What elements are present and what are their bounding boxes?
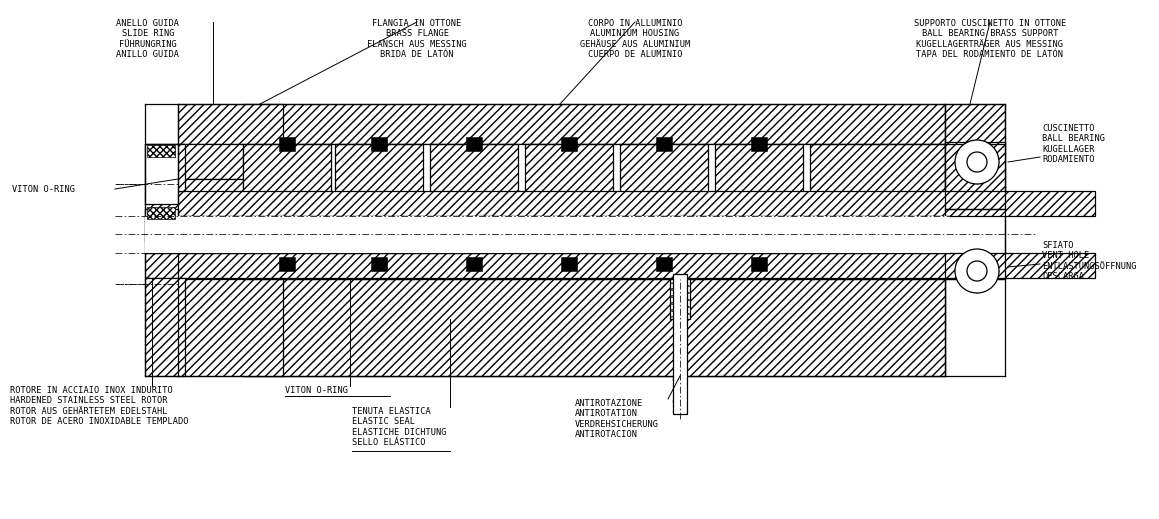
Bar: [178, 244, 243, 279]
Bar: [810, 144, 945, 209]
Bar: [525, 246, 613, 253]
Bar: [656, 257, 672, 271]
Bar: [145, 144, 178, 204]
Bar: [430, 214, 518, 279]
Bar: [178, 179, 243, 209]
Bar: [715, 144, 803, 209]
Circle shape: [967, 152, 987, 172]
Bar: [561, 137, 577, 151]
Bar: [751, 257, 767, 271]
Text: SUPPORTO CUSCINETTO IN OTTONE
BALL BEARING BRASS SUPPORT
KUGELLAGERTRÄGER AUS ME: SUPPORTO CUSCINETTO IN OTTONE BALL BEARI…: [914, 19, 1066, 59]
Bar: [430, 209, 518, 216]
Bar: [335, 246, 423, 253]
Text: VITON O-RING: VITON O-RING: [12, 184, 75, 194]
Bar: [525, 214, 613, 279]
Bar: [243, 206, 945, 376]
Bar: [147, 207, 175, 219]
Bar: [525, 144, 613, 209]
Bar: [620, 246, 708, 253]
Bar: [620, 144, 708, 209]
Bar: [430, 144, 518, 209]
Bar: [243, 144, 331, 209]
Text: ANTIROTAZIONE
ANTIROTATION
VERDREHSICHERUNG
ANTIROTACION: ANTIROTAZIONE ANTIROTATION VERDREHSICHER…: [575, 399, 659, 439]
Text: ANELLO GUIDA
SLIDE RING
FÜHRUNGRING
ANILLO GUIDA: ANELLO GUIDA SLIDE RING FÜHRUNGRING ANIL…: [117, 19, 180, 59]
Circle shape: [967, 261, 987, 281]
Bar: [715, 246, 803, 253]
Text: VITON O-RING: VITON O-RING: [285, 386, 348, 395]
Bar: [145, 191, 1095, 216]
Bar: [145, 253, 1095, 278]
Bar: [335, 209, 423, 216]
Bar: [145, 144, 185, 191]
Bar: [466, 257, 482, 271]
Bar: [243, 209, 945, 376]
Bar: [243, 246, 331, 253]
Bar: [620, 209, 708, 216]
Bar: [178, 209, 283, 376]
Bar: [178, 104, 283, 144]
Bar: [561, 257, 577, 271]
Bar: [147, 145, 175, 157]
Bar: [371, 257, 387, 271]
Bar: [670, 279, 690, 319]
Bar: [525, 209, 613, 216]
Text: ROTORE IN ACCIAIO INOX INDURITO
HARDENED STAINLESS STEEL ROTOR
ROTOR AUS GEHÄRTE: ROTORE IN ACCIAIO INOX INDURITO HARDENED…: [10, 386, 189, 426]
Bar: [243, 209, 945, 279]
Bar: [335, 214, 423, 279]
Circle shape: [955, 249, 999, 293]
Bar: [466, 137, 482, 151]
Bar: [371, 137, 387, 151]
Bar: [620, 214, 708, 279]
Bar: [243, 214, 331, 279]
Bar: [945, 142, 1005, 209]
Text: FLANGIA IN OTTONE
BRASS FLANGE
FLANSCH AUS MESSING
BRIDA DE LATÓN: FLANGIA IN OTTONE BRASS FLANGE FLANSCH A…: [367, 19, 467, 59]
Bar: [715, 214, 803, 279]
Bar: [243, 104, 945, 144]
Bar: [279, 137, 296, 151]
Bar: [751, 137, 767, 151]
Bar: [810, 214, 945, 279]
Bar: [430, 246, 518, 253]
Bar: [178, 144, 243, 179]
Bar: [243, 209, 331, 216]
Bar: [279, 257, 296, 271]
Bar: [243, 144, 945, 209]
Circle shape: [955, 140, 999, 184]
Bar: [145, 216, 950, 253]
Bar: [145, 278, 185, 376]
Bar: [945, 209, 1005, 279]
Bar: [715, 209, 803, 216]
Text: CORPO IN ALLUMINIO
ALUMINIUM HOUSING
GEHÄUSE AUS ALUMINIUM
CUERPO DE ALUMINIO: CORPO IN ALLUMINIO ALUMINIUM HOUSING GEH…: [580, 19, 690, 59]
Bar: [335, 144, 423, 209]
Bar: [945, 104, 1005, 209]
Text: SFIATO
VENT HOLE
ENTLASTUNGSÖFFNUNG
DESCARGA: SFIATO VENT HOLE ENTLASTUNGSÖFFNUNG DESC…: [1042, 241, 1137, 281]
Bar: [656, 137, 672, 151]
Text: TENUTA ELASTICA
ELASTIC SEAL
ELASTICHE DICHTUNG
SELLO ELÁSTICO: TENUTA ELASTICA ELASTIC SEAL ELASTICHE D…: [352, 407, 446, 447]
Bar: [673, 274, 687, 414]
Bar: [145, 209, 178, 241]
Text: CUSCINETTO
BALL BEARING
KUGELLAGER
RODAMIENTO: CUSCINETTO BALL BEARING KUGELLAGER RODAM…: [1042, 124, 1105, 164]
